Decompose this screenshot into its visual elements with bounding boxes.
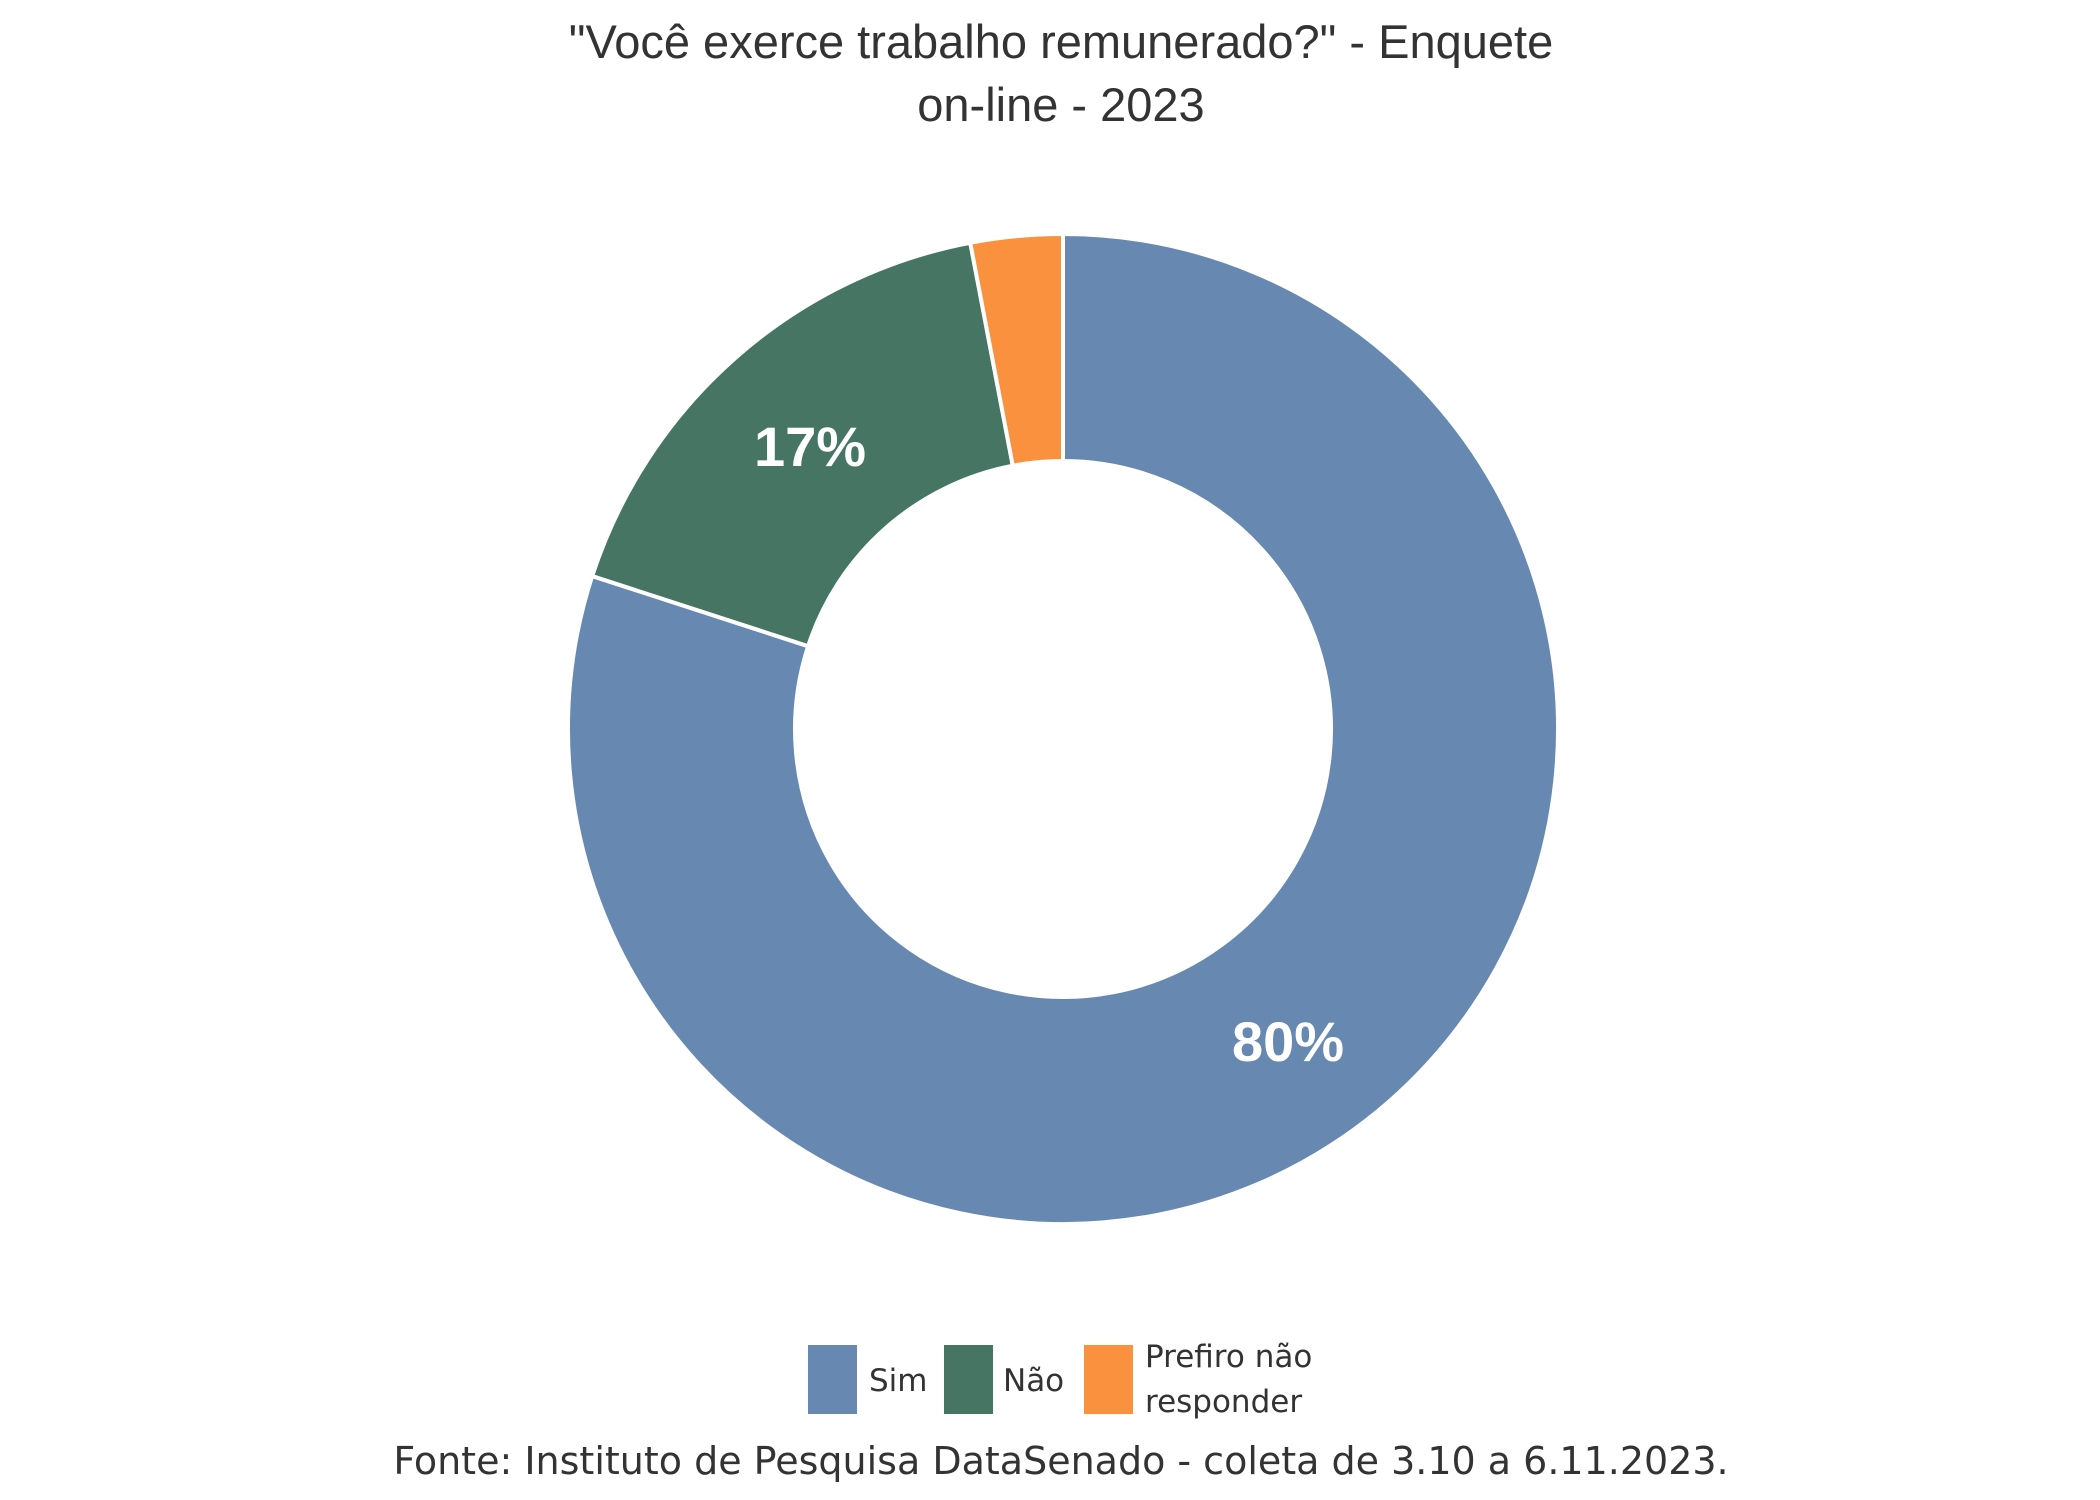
slice-nao [589, 240, 1016, 649]
source-note: Fonte: Instituto de Pesquisa DataSenado … [393, 1439, 1728, 1483]
legend: Sim Não Prefiro não responder [808, 1339, 1312, 1420]
legend-swatch-prefiro-nao-responder [1084, 1345, 1133, 1414]
slice-sim [566, 231, 1560, 1226]
legend-label-prefiro-nao-responder-line-2: responder [1145, 1384, 1302, 1420]
chart-title-line-1: "Você exerce trabalho remunerado?" - Enq… [569, 15, 1553, 68]
data-label-sim: 80% [1232, 1010, 1344, 1073]
legend-label-sim: Sim [869, 1363, 928, 1399]
chart-title-line-2: on-line - 2023 [917, 78, 1204, 131]
data-label-nao: 17% [754, 415, 866, 478]
legend-label-nao: Não [1003, 1363, 1064, 1399]
data-labels: 80% 17% [754, 415, 1344, 1073]
donut-slices [566, 231, 1560, 1226]
legend-label-prefiro-nao-responder-line-1: Prefiro não [1145, 1339, 1312, 1375]
slice-prefiro-nao-responder [967, 231, 1065, 469]
legend-swatch-nao [944, 1345, 993, 1414]
legend-swatch-sim [808, 1345, 857, 1414]
